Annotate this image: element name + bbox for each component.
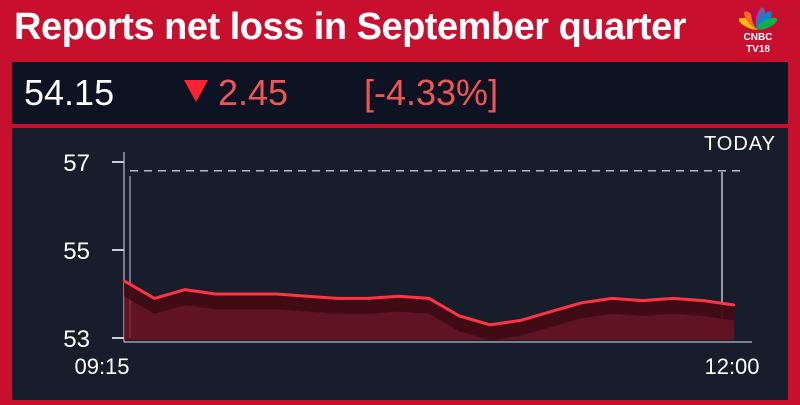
price-point — [305, 295, 309, 298]
headline-bar: Reports net loss in September quarter CN… — [0, 0, 800, 60]
price-point — [519, 319, 522, 322]
ticker-bar: 54.15 2.45 [-4.33%] — [12, 62, 788, 124]
price-change-percent: [-4.33%] — [364, 72, 499, 113]
price-point — [580, 301, 583, 304]
price-point — [214, 292, 217, 296]
price-point — [610, 297, 614, 300]
peacock-icon — [738, 7, 778, 30]
period-label: TODAY — [704, 133, 776, 155]
x-tick-label: 12:00 — [704, 354, 759, 379]
y-tick-label: 53 — [63, 326, 90, 353]
price-point — [488, 323, 492, 326]
price-band — [124, 280, 734, 341]
y-tick-label: 57 — [63, 150, 90, 177]
price-point — [397, 295, 400, 298]
y-tick-label: 55 — [63, 238, 90, 265]
price-point — [458, 314, 461, 318]
price-point — [336, 297, 339, 300]
price-point — [275, 292, 278, 296]
price-point — [641, 299, 644, 302]
price-point — [549, 310, 553, 313]
cnbc-tv18-logo: CNBC TV18 — [726, 6, 790, 56]
price-point — [183, 288, 187, 291]
price-point — [732, 303, 736, 307]
down-arrow-icon — [184, 80, 208, 102]
x-tick-label: 09:15 — [74, 354, 129, 379]
price-point — [702, 299, 705, 302]
logo-line1: CNBC — [743, 32, 773, 43]
stock-price: 54.15 — [24, 72, 115, 113]
price-point — [427, 297, 431, 300]
chart-panel: 57 55 53 09:15 12:00 TODAY — [12, 128, 788, 400]
price-change: 2.45 — [218, 72, 289, 113]
logo-line2: TV18 — [746, 44, 770, 55]
price-point — [122, 279, 126, 282]
price-point — [244, 292, 248, 296]
price-point — [366, 297, 370, 300]
price-point — [153, 297, 156, 300]
headline-text: Reports net loss in September quarter — [14, 6, 687, 48]
price-point — [671, 297, 675, 300]
